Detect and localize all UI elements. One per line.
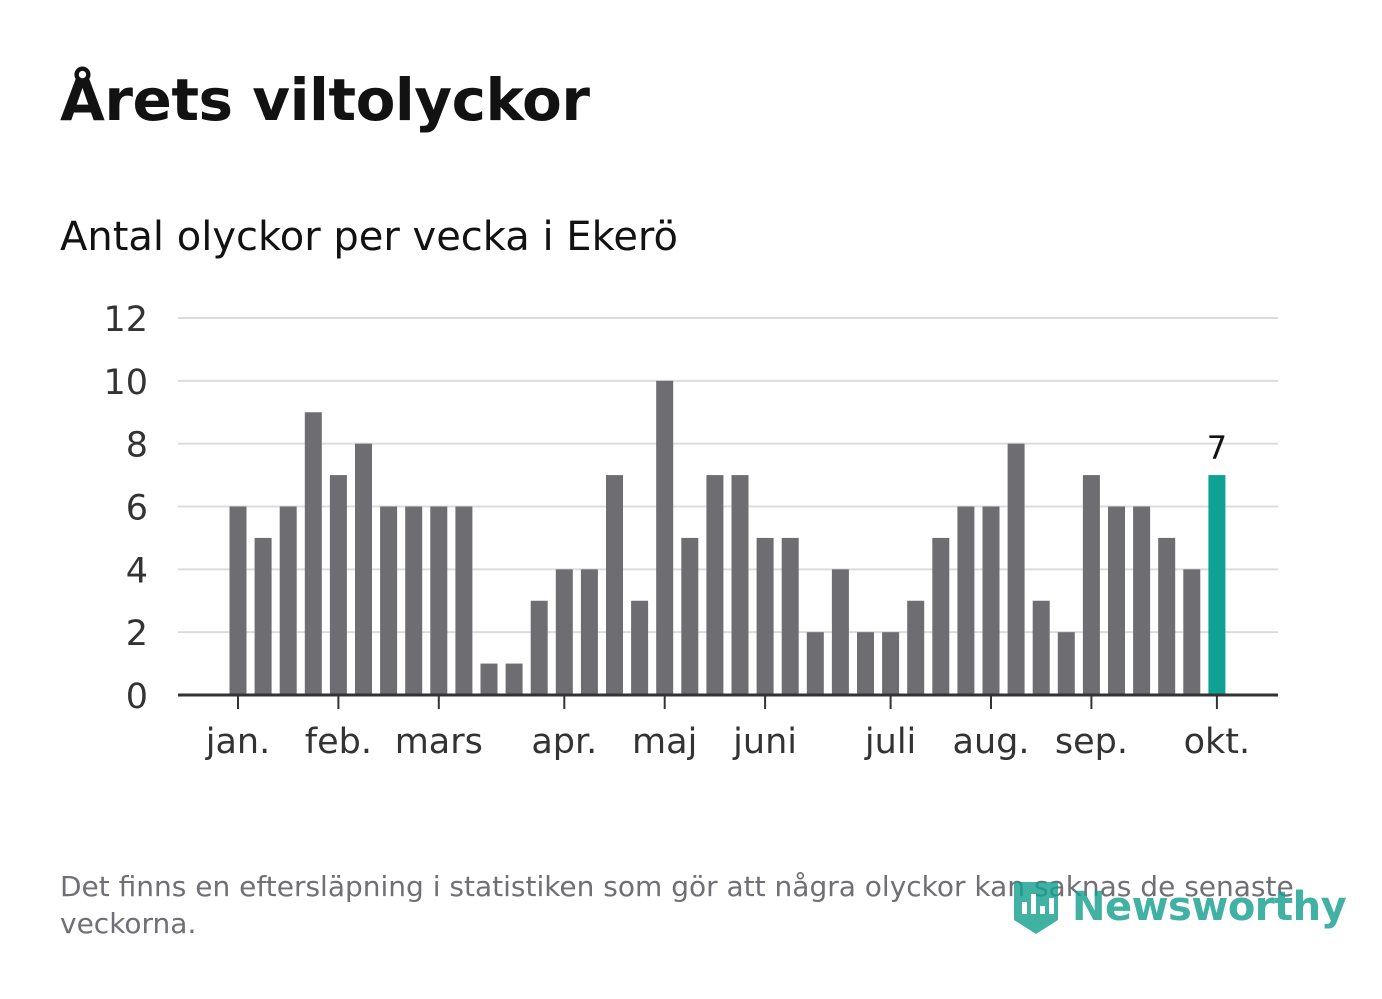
bar-week-38 [1158, 537, 1176, 695]
bar-week-11 [480, 663, 498, 695]
x-tick-label-jan.: jan. [205, 722, 270, 762]
bar-week-17 [631, 600, 649, 695]
bar-week-21 [731, 475, 749, 695]
bar-week-36 [1108, 506, 1125, 695]
y-tick-label-2: 2 [126, 614, 148, 654]
x-tick-label-juli: juli [864, 722, 916, 762]
bar-week-20 [706, 475, 724, 695]
bar-week-8 [405, 506, 423, 695]
bar-week-16 [606, 475, 623, 695]
data-labels: 7 [1207, 429, 1227, 467]
x-tick-label-okt.: okt. [1184, 722, 1251, 762]
y-tick-label-10: 10 [103, 363, 148, 403]
y-tick-label-8: 8 [126, 426, 148, 466]
bar-week-35 [1082, 475, 1100, 695]
newsworthy-logo: Newsworthy [1010, 876, 1347, 938]
bar-week-7 [380, 506, 398, 695]
x-axis: jan. feb. mars apr. maj juni juli aug. sep. okt. [178, 693, 1278, 762]
bar-week-23 [781, 537, 799, 695]
bar-week-15 [580, 569, 598, 695]
x-tick-label-apr.: apr. [531, 722, 597, 762]
x-tick-label-sep.: sep. [1055, 722, 1128, 762]
bars [229, 380, 1226, 695]
bar-week-2 [254, 537, 272, 695]
bar-week-25 [831, 569, 849, 695]
x-tick-label-maj: maj [632, 722, 697, 762]
y-tick-label-4: 4 [126, 551, 148, 591]
bar-week-6 [355, 443, 372, 695]
y-tick-label-0: 0 [126, 677, 148, 717]
bar-week-19 [681, 537, 699, 695]
newsworthy-logo-icon [1014, 882, 1058, 934]
chart-subtitle: Antal olyckor per vecka i Ekerö [60, 214, 678, 260]
bar-week-9 [430, 506, 448, 695]
chart-title: Årets viltolyckor [60, 66, 590, 134]
brand-name: Newsworthy [1072, 884, 1347, 930]
bar-week-32 [1007, 443, 1025, 695]
x-tick-label-feb.: feb. [305, 722, 372, 762]
bar-week-34 [1057, 632, 1075, 695]
y-tick-label-12: 12 [103, 300, 148, 340]
bar-chart: 0 2 4 6 8 10 12 jan. feb. mars apr. maj juni juli aug… [103, 300, 1278, 762]
bar-week-27 [882, 632, 900, 695]
bar-week-3 [279, 506, 297, 695]
highlight-value-label: 7 [1207, 429, 1227, 467]
x-tick-label-juni: juni [732, 722, 797, 762]
footnote: Det finns en eftersläpning i statistiken… [60, 870, 1294, 940]
bar-week-33 [1032, 600, 1050, 695]
bar-week-4 [304, 412, 322, 695]
bar-week-10 [455, 506, 473, 695]
bar-week-12 [505, 663, 523, 695]
bar-week-13 [530, 600, 548, 695]
bar-week-40 [1208, 475, 1226, 695]
bar-week-28 [907, 600, 925, 695]
bar-week-30 [957, 506, 975, 695]
bar-week-18 [656, 380, 674, 695]
bar-week-29 [932, 537, 950, 695]
bar-week-24 [806, 632, 824, 695]
bar-week-1 [229, 506, 247, 695]
bar-week-26 [857, 632, 874, 695]
bar-week-37 [1133, 506, 1151, 695]
bar-week-22 [756, 537, 774, 695]
x-tick-label-mars: mars [395, 722, 483, 762]
bar-week-5 [329, 475, 347, 695]
bar-week-39 [1183, 569, 1201, 695]
y-axis-tick-labels: 0 2 4 6 8 10 12 [103, 300, 148, 717]
y-tick-label-6: 6 [126, 489, 148, 529]
bar-week-14 [555, 569, 573, 695]
bar-week-31 [982, 506, 1000, 695]
x-tick-label-aug.: aug. [953, 722, 1030, 762]
